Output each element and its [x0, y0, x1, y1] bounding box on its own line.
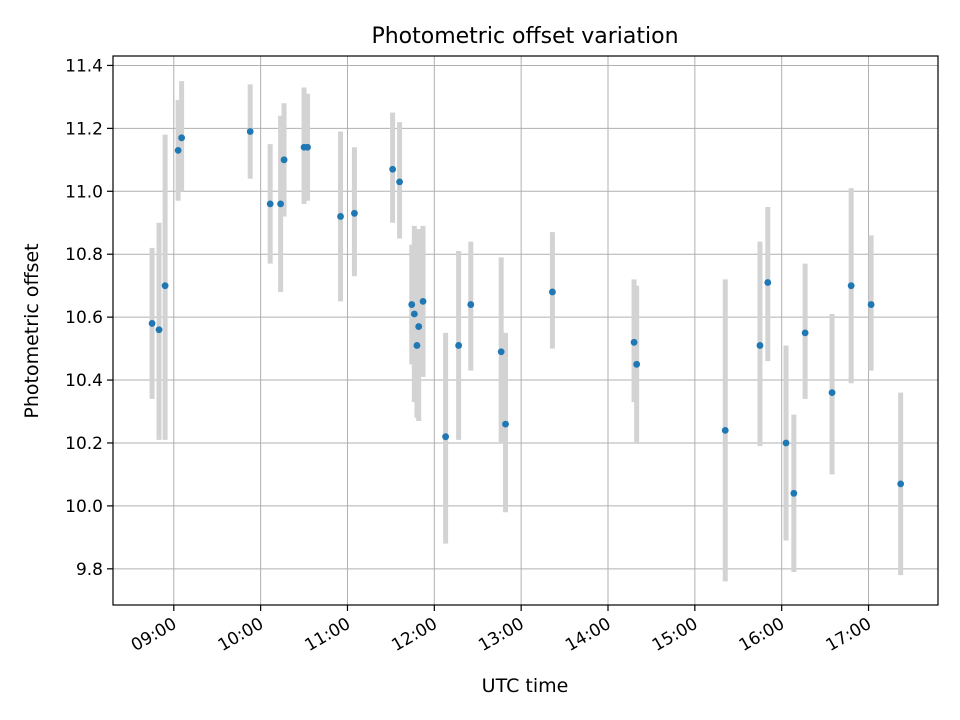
y-axis: 9.8 10.0 10.2 10.4 10.6 10.8 11.0 11.2 11.4 — [65, 56, 113, 580]
data-points — [148, 128, 905, 497]
data-point — [304, 143, 311, 151]
grid — [113, 56, 938, 605]
data-point — [408, 301, 416, 308]
y-tick-label: 11.4 — [65, 56, 103, 76]
data-point — [246, 128, 254, 135]
x-tick-label: 16:00 — [736, 614, 788, 656]
data-point — [721, 426, 729, 434]
x-tick-label: 09:00 — [128, 614, 180, 656]
data-point — [266, 200, 274, 208]
data-point — [280, 156, 288, 164]
data-point — [790, 489, 798, 497]
data-point — [764, 279, 772, 286]
x-tick-label: 13:00 — [475, 614, 527, 656]
data-point — [415, 323, 423, 330]
data-point — [419, 297, 427, 305]
data-point — [389, 165, 397, 173]
data-point — [549, 288, 556, 296]
data-point — [455, 342, 463, 349]
data-point — [161, 282, 169, 290]
data-point — [782, 439, 790, 447]
data-point — [155, 326, 163, 334]
x-tick-label: 15:00 — [649, 614, 701, 656]
x-tick-label: 11:00 — [302, 614, 354, 656]
data-point — [867, 301, 875, 308]
data-point — [467, 301, 475, 308]
x-tick-label: 12:00 — [388, 614, 440, 656]
data-point — [337, 213, 344, 220]
data-point — [502, 420, 509, 428]
data-point — [633, 360, 641, 368]
y-tick-label: 10.8 — [65, 245, 103, 265]
y-tick-label: 11.0 — [65, 182, 103, 202]
data-point — [442, 433, 450, 441]
data-point — [410, 310, 418, 318]
data-point — [148, 320, 156, 327]
data-point — [277, 200, 285, 208]
data-point — [174, 146, 182, 154]
y-axis-label: Photometric offset — [21, 243, 43, 418]
data-point — [847, 282, 855, 290]
data-point — [756, 342, 764, 349]
x-tick-label: 17:00 — [823, 614, 875, 656]
y-tick-label: 10.2 — [65, 434, 103, 454]
data-point — [801, 329, 809, 337]
data-point — [413, 342, 421, 349]
data-point — [351, 209, 358, 217]
x-tick-label: 14:00 — [562, 614, 614, 656]
data-point — [396, 178, 403, 186]
data-point — [897, 480, 905, 488]
y-tick-label: 10.0 — [65, 497, 103, 517]
chart-title: Photometric offset variation — [371, 24, 678, 49]
y-tick-label: 10.6 — [65, 308, 103, 328]
y-tick-label: 11.2 — [65, 119, 103, 139]
x-axis-label: UTC time — [482, 675, 569, 697]
y-tick-label: 9.8 — [76, 560, 103, 580]
plot-frame — [112, 55, 939, 606]
data-point — [630, 338, 638, 346]
data-point — [828, 389, 836, 397]
x-axis: 09:00 10:00 11:00 12:00 13:00 14:00 15:00 16:00… — [128, 605, 875, 656]
y-tick-label: 10.4 — [65, 371, 103, 391]
x-tick-label: 10:00 — [215, 614, 267, 656]
data-point — [497, 348, 505, 356]
data-point — [178, 134, 186, 142]
